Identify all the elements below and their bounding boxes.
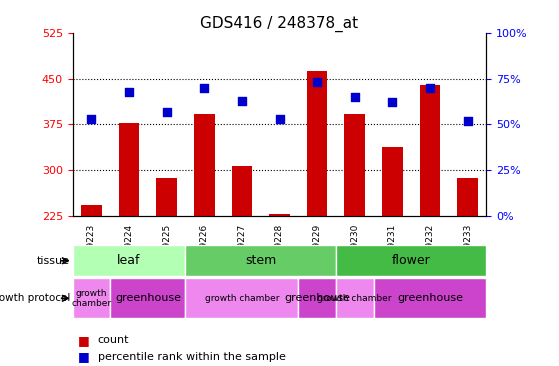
Text: stem: stem [245, 254, 276, 267]
Text: growth chamber: growth chamber [318, 294, 392, 303]
Bar [382, 147, 402, 216]
Bar [344, 114, 365, 216]
Point [425, 85, 434, 91]
Bar [336, 245, 486, 276]
Bar [373, 278, 486, 318]
Bar [231, 166, 252, 216]
Bar [194, 114, 215, 216]
Point [87, 116, 96, 122]
Point [162, 109, 171, 115]
Point [312, 79, 321, 85]
Bar [81, 205, 102, 216]
Text: greenhouse: greenhouse [115, 293, 181, 303]
Bar [186, 245, 336, 276]
Point [238, 98, 247, 104]
Text: count: count [98, 335, 129, 346]
Bar [336, 278, 373, 318]
Bar [73, 278, 110, 318]
Bar [119, 123, 139, 216]
Text: flower: flower [392, 254, 430, 267]
Point [463, 118, 472, 124]
Bar [457, 178, 478, 216]
Title: GDS416 / 248378_at: GDS416 / 248378_at [201, 15, 358, 31]
Bar [73, 245, 186, 276]
Bar [110, 278, 186, 318]
Bar [420, 85, 440, 216]
Point [125, 89, 134, 94]
Text: percentile rank within the sample: percentile rank within the sample [98, 352, 286, 362]
Text: greenhouse: greenhouse [397, 293, 463, 303]
Point [275, 116, 284, 122]
Bar [269, 214, 290, 216]
Text: leaf: leaf [117, 254, 141, 267]
Bar [157, 178, 177, 216]
Bar [307, 71, 328, 216]
Text: growth protocol: growth protocol [0, 293, 70, 303]
Text: growth
chamber: growth chamber [72, 288, 112, 308]
Point [388, 100, 397, 105]
Text: ■: ■ [78, 350, 90, 363]
Text: ■: ■ [78, 334, 90, 347]
Bar [186, 278, 299, 318]
Text: greenhouse: greenhouse [284, 293, 350, 303]
Text: tissue: tissue [37, 256, 70, 266]
Point [350, 94, 359, 100]
Text: growth chamber: growth chamber [205, 294, 279, 303]
Point [200, 85, 209, 91]
Bar [299, 278, 336, 318]
